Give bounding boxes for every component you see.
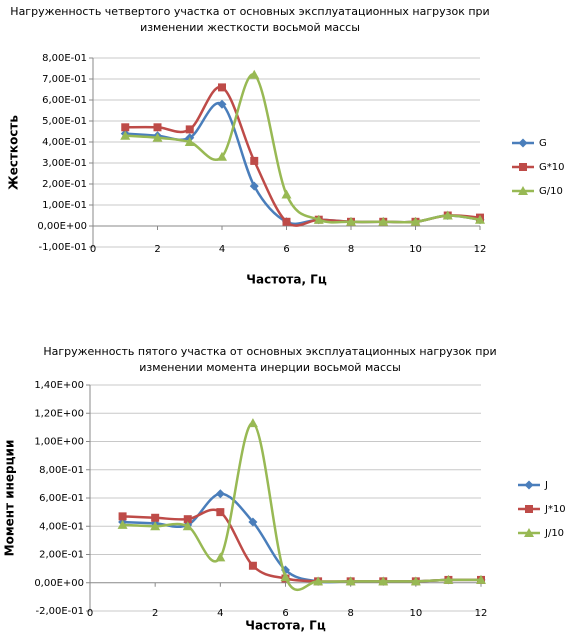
legend-label: G bbox=[539, 138, 547, 149]
y-tick-label: 3,00E-01 bbox=[42, 158, 87, 169]
chart-title: изменении жесткости восьмой массы bbox=[140, 21, 360, 34]
y-tick-label: -1,00E-01 bbox=[38, 242, 87, 253]
marker bbox=[313, 214, 324, 224]
series-line bbox=[125, 73, 481, 224]
marker bbox=[249, 69, 260, 79]
marker bbox=[185, 125, 194, 134]
marker bbox=[215, 552, 226, 562]
y-tick-label: -2,00E-01 bbox=[35, 606, 84, 617]
x-tick-label: 4 bbox=[219, 244, 225, 255]
marker bbox=[117, 519, 128, 529]
marker bbox=[215, 489, 225, 499]
chart-title: Нагруженность четвертого участка от осно… bbox=[10, 5, 489, 18]
series-line bbox=[122, 492, 482, 584]
marker bbox=[120, 130, 131, 140]
y-tick-label: 8,00E-01 bbox=[39, 465, 84, 476]
marker bbox=[216, 508, 225, 517]
marker bbox=[152, 132, 163, 142]
x-axis-label: Частота, Гц bbox=[245, 619, 326, 633]
y-tick-label: 1,00E+00 bbox=[34, 437, 84, 448]
x-tick-label: 0 bbox=[87, 608, 93, 619]
marker bbox=[518, 138, 528, 148]
x-tick-label: 2 bbox=[154, 244, 160, 255]
y-tick-label: 6,00E-01 bbox=[39, 493, 84, 504]
marker bbox=[218, 83, 226, 92]
marker bbox=[250, 156, 259, 165]
marker bbox=[378, 216, 389, 226]
y-tick-label: 7,00E-01 bbox=[42, 74, 87, 85]
x-tick-label: 6 bbox=[282, 608, 288, 619]
legend-label: J/10 bbox=[544, 528, 564, 539]
y-tick-label: 8,00E-01 bbox=[42, 53, 87, 64]
y-tick-label: 2,00E-01 bbox=[39, 550, 84, 561]
marker bbox=[217, 99, 227, 109]
x-tick-label: 12 bbox=[474, 244, 487, 255]
marker bbox=[247, 418, 258, 428]
legend-label: G/10 bbox=[539, 186, 563, 197]
marker bbox=[519, 163, 527, 171]
marker bbox=[345, 576, 356, 586]
x-tick-label: 10 bbox=[409, 244, 422, 255]
y-tick-label: 0,00E+00 bbox=[34, 578, 84, 589]
legend-label: G*10 bbox=[539, 162, 564, 173]
marker bbox=[518, 186, 528, 195]
legend-label: J*10 bbox=[544, 504, 566, 515]
marker bbox=[476, 574, 486, 584]
x-tick-label: 2 bbox=[152, 608, 158, 619]
marker bbox=[410, 576, 421, 586]
x-tick-label: 0 bbox=[90, 244, 96, 255]
x-tick-label: 12 bbox=[475, 608, 488, 619]
y-tick-label: 4,00E-01 bbox=[42, 137, 87, 148]
x-tick-label: 6 bbox=[283, 244, 289, 255]
x-tick-label: 10 bbox=[409, 608, 422, 619]
marker bbox=[248, 561, 257, 570]
y-tick-label: 1,20E+00 bbox=[34, 408, 84, 419]
y-axis-label: Момент инерции bbox=[3, 440, 17, 557]
marker bbox=[442, 210, 453, 220]
marker bbox=[280, 572, 291, 582]
marker bbox=[525, 505, 533, 513]
marker bbox=[475, 214, 485, 224]
marker bbox=[184, 137, 195, 146]
x-tick-label: 8 bbox=[347, 608, 353, 619]
x-axis-label: Частота, Гц bbox=[246, 273, 327, 287]
marker bbox=[378, 576, 389, 586]
marker bbox=[524, 528, 534, 537]
marker bbox=[248, 517, 258, 527]
x-tick-label: 4 bbox=[217, 608, 223, 619]
chart-title: Нагруженность пятого участка от основных… bbox=[43, 345, 496, 358]
marker bbox=[118, 512, 127, 521]
marker bbox=[249, 181, 259, 191]
marker bbox=[151, 513, 160, 522]
y-axis-label: Жесткость bbox=[7, 115, 21, 190]
marker bbox=[346, 216, 356, 226]
marker bbox=[121, 123, 130, 132]
marker bbox=[524, 480, 534, 490]
marker bbox=[153, 123, 162, 132]
marker bbox=[443, 574, 454, 584]
x-tick-label: 8 bbox=[348, 244, 354, 255]
chart-title: изменении момента инерции восьмой массы bbox=[139, 361, 401, 374]
series-line bbox=[122, 508, 482, 583]
marker bbox=[282, 217, 291, 226]
marker bbox=[313, 576, 324, 586]
marker bbox=[410, 216, 421, 226]
y-tick-label: 1,00E-01 bbox=[42, 200, 87, 211]
marker bbox=[281, 189, 292, 199]
y-tick-label: 5,00E-01 bbox=[42, 116, 87, 127]
series-line bbox=[122, 421, 482, 592]
marker bbox=[150, 521, 161, 531]
marker bbox=[183, 515, 192, 524]
marker bbox=[217, 151, 227, 161]
y-tick-label: 2,00E-01 bbox=[42, 179, 87, 190]
y-tick-label: 6,00E-01 bbox=[42, 95, 87, 106]
marker bbox=[182, 521, 193, 531]
y-tick-label: 1,40E+00 bbox=[34, 380, 84, 391]
y-tick-label: 4,00E-01 bbox=[39, 521, 84, 532]
y-tick-label: 0,00E+00 bbox=[37, 221, 87, 232]
legend-label: J bbox=[544, 480, 548, 491]
